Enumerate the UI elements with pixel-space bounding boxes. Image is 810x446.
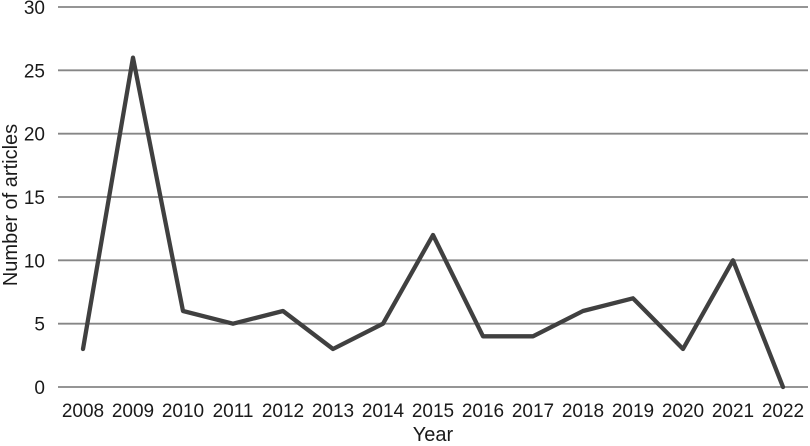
y-tick-label: 0 xyxy=(34,378,45,399)
x-tick-label: 2010 xyxy=(162,401,204,422)
x-tick-label: 2016 xyxy=(462,401,504,422)
x-tick-label: 2015 xyxy=(412,401,454,422)
y-tick-label: 25 xyxy=(24,61,45,82)
y-axis-title: Number of articles xyxy=(0,124,22,286)
gridlines xyxy=(58,6,808,388)
x-tick-label: 2021 xyxy=(712,401,754,422)
x-axis-title: Year xyxy=(413,424,454,446)
x-tick-label: 2009 xyxy=(112,401,154,422)
x-tick-label: 2012 xyxy=(262,401,304,422)
y-tick-label: 10 xyxy=(24,251,45,272)
y-tick-labels: 0 5 10 15 20 25 30 xyxy=(24,0,45,399)
y-tick-label: 20 xyxy=(24,125,45,146)
x-tick-label: 2022 xyxy=(762,401,804,422)
x-tick-label: 2014 xyxy=(362,401,405,422)
series-line xyxy=(80,55,786,390)
x-tick-label: 2020 xyxy=(662,401,704,422)
x-tick-label: 2013 xyxy=(312,401,354,422)
x-tick-label: 2019 xyxy=(612,401,654,422)
y-tick-label: 30 xyxy=(24,0,45,19)
y-tick-label: 15 xyxy=(24,188,45,209)
y-tick-label: 5 xyxy=(34,315,45,336)
x-tick-label: 2008 xyxy=(62,401,104,422)
x-tick-label: 2011 xyxy=(213,401,254,422)
x-tick-labels: 2008 2009 2010 2011 2012 2013 2014 2015 2016 2017… xyxy=(62,401,804,422)
x-tick-label: 2018 xyxy=(562,401,604,422)
x-tick-label: 2017 xyxy=(512,401,554,422)
